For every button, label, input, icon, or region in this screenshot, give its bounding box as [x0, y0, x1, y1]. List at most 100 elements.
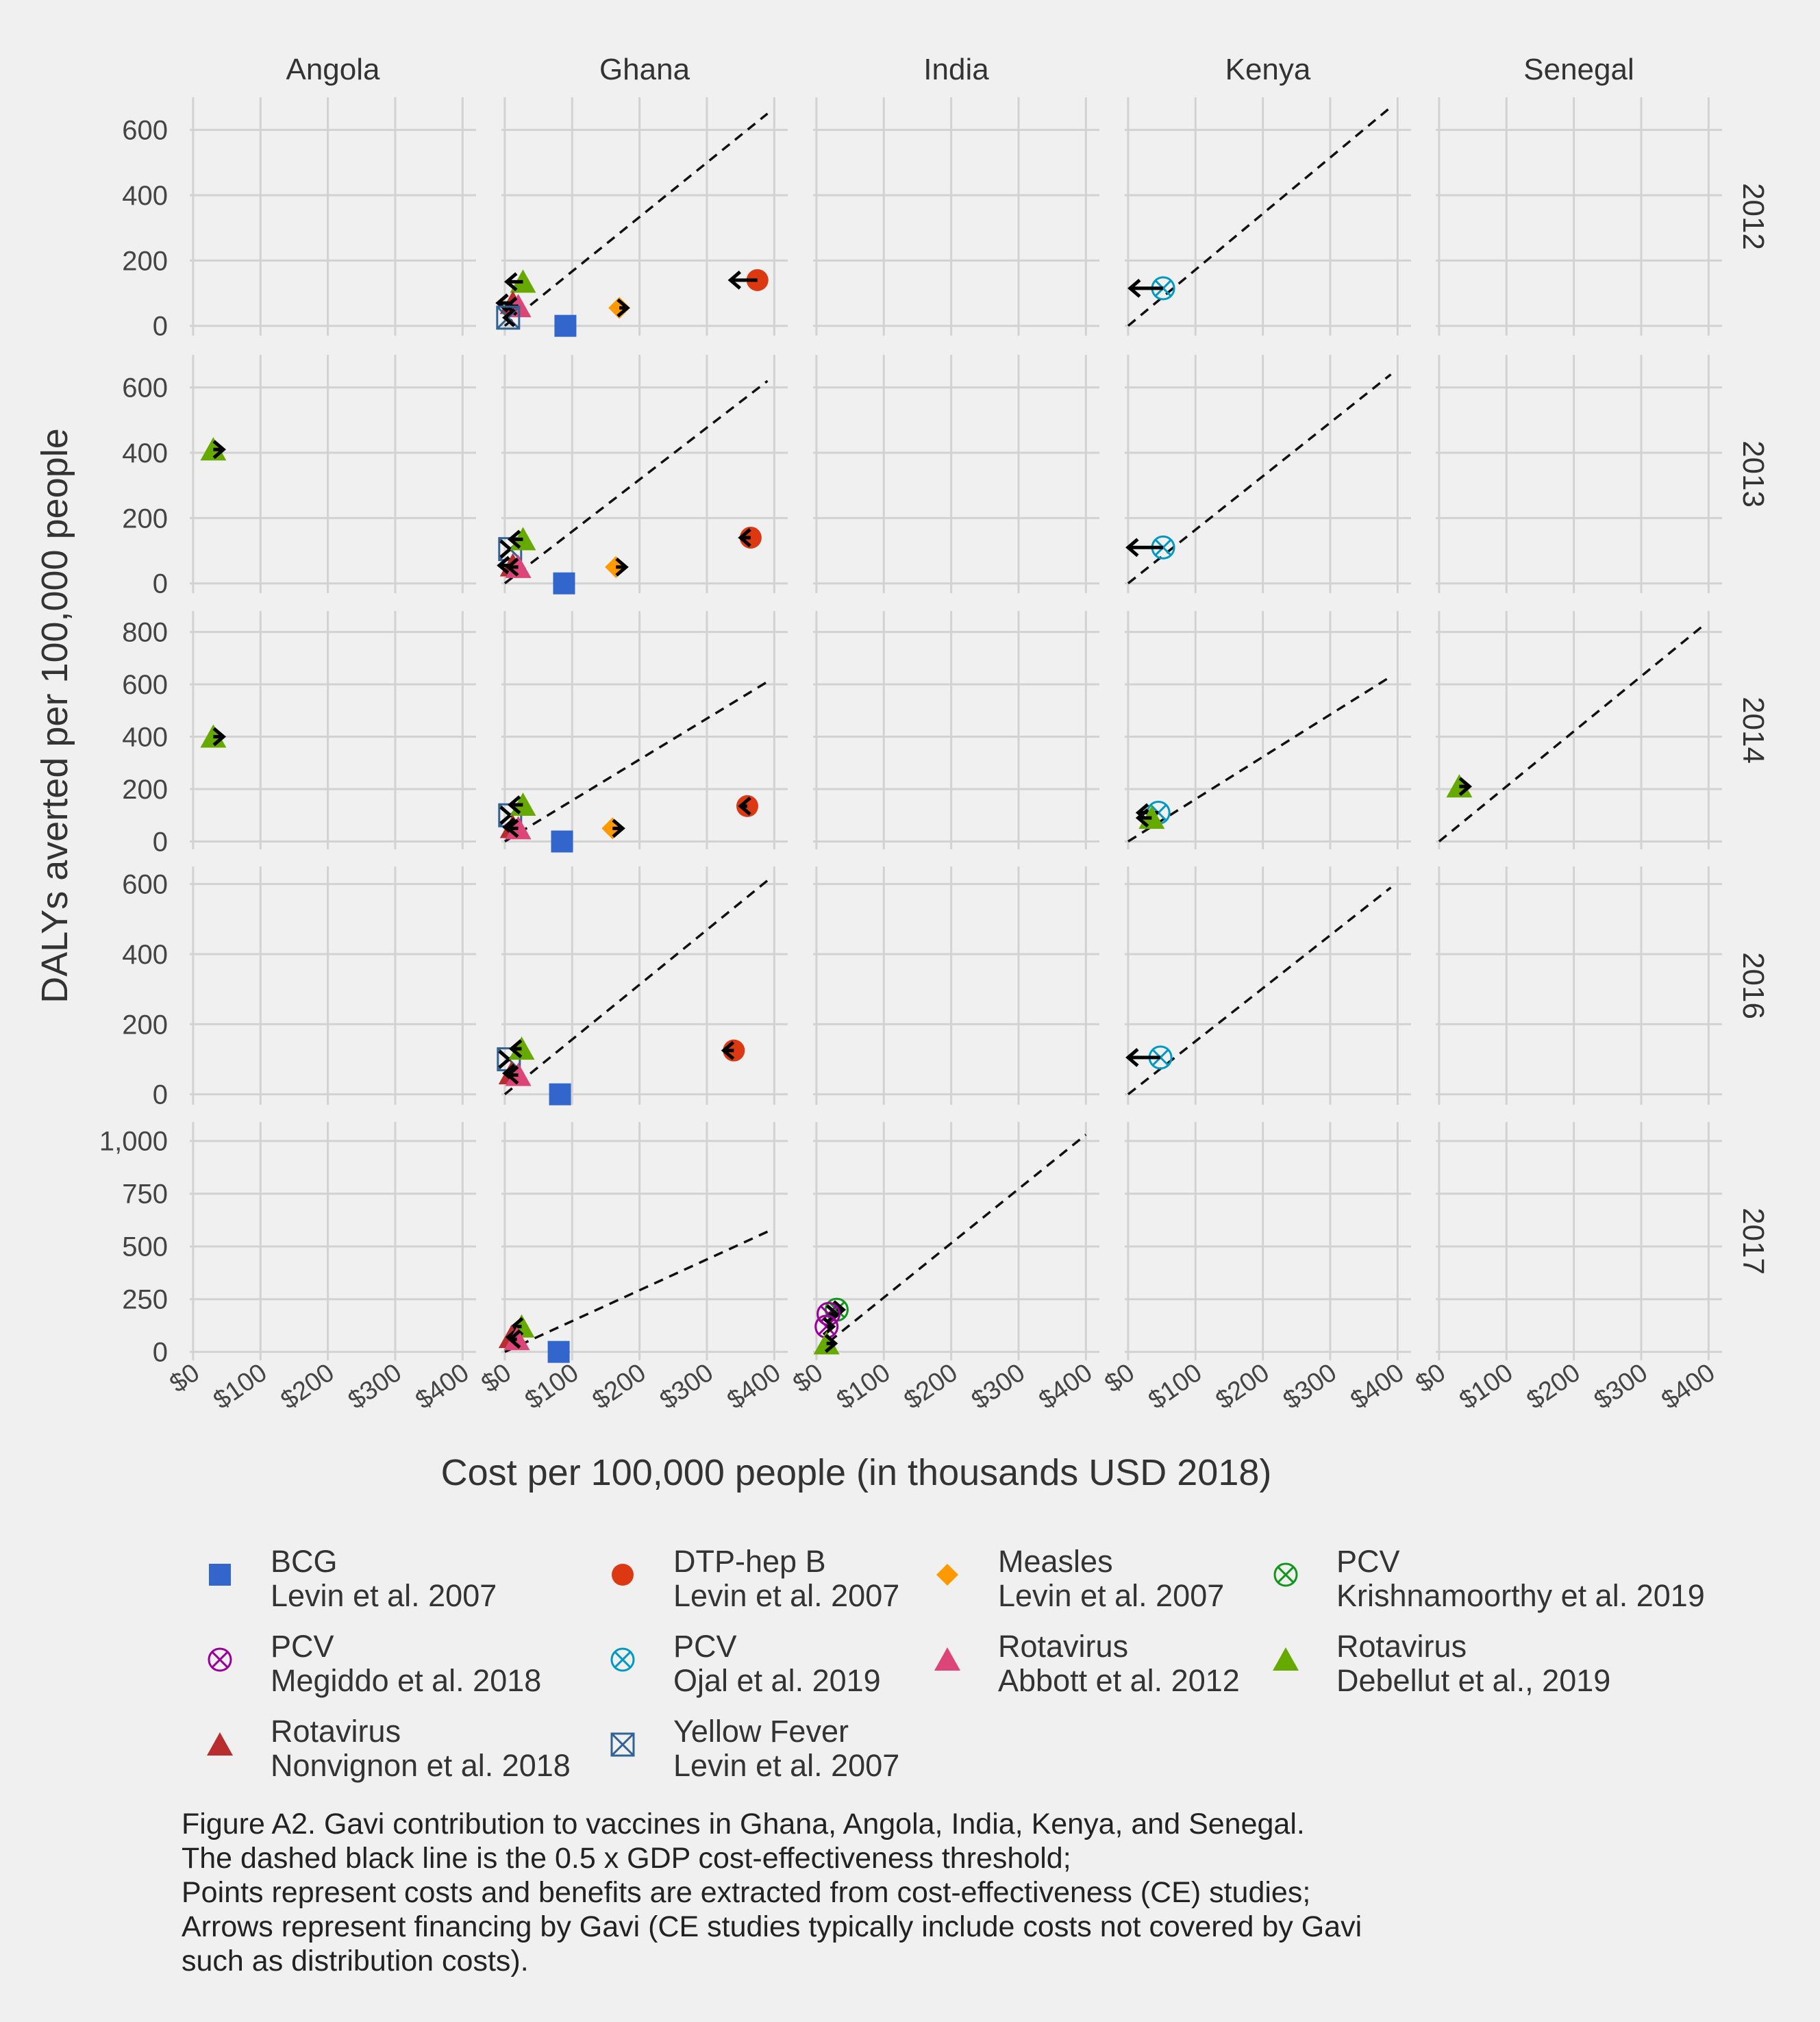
facet-panel: [501, 866, 788, 1105]
threshold-line: [503, 112, 769, 327]
gavi-arrow: [615, 557, 629, 577]
arrow-head: [738, 797, 751, 816]
circle-x-stroke: [1277, 1566, 1295, 1584]
x-tick-label: $200: [899, 1358, 962, 1415]
facet-column-label: Senegal: [1523, 53, 1634, 86]
legend-marker: [1273, 1647, 1299, 1671]
arrow-head: [212, 440, 227, 460]
threshold-line: [503, 879, 769, 1096]
gavi-arrow: [825, 1304, 840, 1324]
facet-panel: [190, 611, 476, 849]
circle-x-stroke: [1154, 279, 1172, 297]
legend-symbol: [612, 1564, 634, 1586]
y-tick-label: 0: [153, 312, 168, 342]
square-marker: [547, 1340, 570, 1363]
circle-x-stroke: [614, 1651, 632, 1669]
axis-ticks: 0 200 400 600 0 200 400 600 0 200 400 600 800 0 200 400…: [99, 116, 1721, 1415]
legend-label: PCV Krishnamoorthy et al. 2019: [1336, 1545, 1705, 1613]
threshold-line: [1127, 105, 1392, 327]
y-tick-label: 400: [122, 723, 168, 753]
facet-panel: [501, 97, 788, 336]
legend-study: Debellut et al., 2019: [1336, 1663, 1611, 1698]
gavi-arrow: [738, 528, 751, 547]
data-point: [549, 1083, 571, 1106]
gavi-arrow: [499, 539, 513, 559]
circle-x-marker: [208, 1647, 232, 1672]
legend-symbol: [934, 1647, 960, 1671]
facet-panel: [1436, 97, 1722, 336]
x-tick-label: $300: [655, 1358, 719, 1415]
gavi-arrow: [507, 1330, 521, 1349]
legend-label: Measles Levin et al. 2007: [998, 1545, 1224, 1613]
triangle-marker: [934, 1647, 960, 1671]
circle-x-stroke: [211, 1651, 229, 1669]
facet-row-label: 2013: [1736, 440, 1770, 508]
legend-vaccine: DTP-hep B: [673, 1544, 826, 1579]
arrow-head: [507, 795, 521, 814]
figure-caption: Figure A2. Gavi contribution to vaccines…: [182, 1807, 1723, 1978]
y-tick-label: 600: [122, 373, 168, 403]
diamond-marker: [936, 1564, 958, 1586]
gavi-arrow: [721, 1040, 735, 1060]
legend-vaccine: PCV: [673, 1629, 737, 1664]
facet-panel: [1125, 97, 1411, 336]
y-tick-label: 200: [122, 775, 168, 805]
legend-symbol: [1273, 1647, 1299, 1671]
x-tick-label: $0: [1410, 1358, 1451, 1399]
y-tick-label: 200: [122, 246, 168, 276]
arrow-head: [1135, 808, 1149, 828]
gavi-arrow: [499, 806, 513, 825]
data-point: [553, 572, 575, 595]
x-tick-label: $100: [520, 1358, 584, 1415]
facet-column-label: Ghana: [599, 53, 690, 86]
arrow-head: [616, 298, 630, 318]
arrow-head: [727, 271, 742, 290]
gavi-arrow: [507, 795, 523, 814]
legend-label: BCG Levin et al. 2007: [271, 1545, 497, 1613]
x-tick-label: $100: [208, 1358, 272, 1415]
gavi-arrow: [738, 797, 751, 816]
caption-line: Figure A2. Gavi contribution to vaccines…: [182, 1808, 1305, 1840]
legend-marker: [207, 1732, 233, 1756]
legend-marker: [209, 1564, 231, 1586]
gavi-arrow: [1458, 777, 1473, 797]
threshold-line: [1127, 675, 1392, 843]
legend-label: Rotavirus Abbott et al. 2012: [998, 1630, 1240, 1698]
x-tick-label: $300: [1589, 1358, 1653, 1415]
x-tick-label: $100: [832, 1358, 895, 1415]
y-tick-label: 0: [153, 569, 168, 599]
arrow-head: [508, 1039, 523, 1059]
legend-vaccine: PCV: [271, 1629, 334, 1664]
facet-row-label: 2012: [1736, 183, 1770, 250]
square-marker: [554, 314, 577, 337]
y-tick-label: 0: [153, 827, 168, 858]
legend-symbol: [936, 1564, 958, 1586]
panels-layer: [190, 97, 1722, 1363]
legend-symbol: [207, 1732, 233, 1756]
legend-symbol: [209, 1564, 231, 1586]
caption-line: The dashed black line is the 0.5 x GDP c…: [182, 1842, 1071, 1875]
circle-marker: [612, 1564, 634, 1586]
x-tick-label: $0: [1099, 1358, 1140, 1399]
x-tick-label: $400: [1656, 1358, 1720, 1415]
x-tick-label: $100: [1143, 1358, 1207, 1415]
legend-study: Abbott et al. 2012: [998, 1663, 1240, 1698]
arrow-head: [495, 293, 509, 313]
gavi-arrow: [616, 298, 630, 318]
threshold-line: [503, 379, 769, 585]
y-tick-label: 750: [122, 1180, 168, 1210]
facet-panel: [1436, 611, 1722, 849]
threshold-line: [1438, 625, 1703, 842]
arrow-head: [824, 1334, 838, 1353]
caption-line: Points represent costs and benefits are …: [182, 1876, 1311, 1909]
gavi-arrow: [507, 529, 523, 549]
gavi-arrow: [1125, 538, 1164, 558]
facet-panel: [190, 97, 476, 336]
legend-marker: [934, 1647, 960, 1671]
arrow-head: [615, 557, 629, 577]
circle-x-marker: [610, 1647, 635, 1672]
facet-panel: [813, 611, 1099, 849]
facet-panel: [813, 355, 1099, 593]
y-tick-label: 250: [122, 1285, 168, 1315]
legend: BCG Levin et al. 2007 DTP-hep B Levin et al…: [202, 1538, 1764, 1798]
